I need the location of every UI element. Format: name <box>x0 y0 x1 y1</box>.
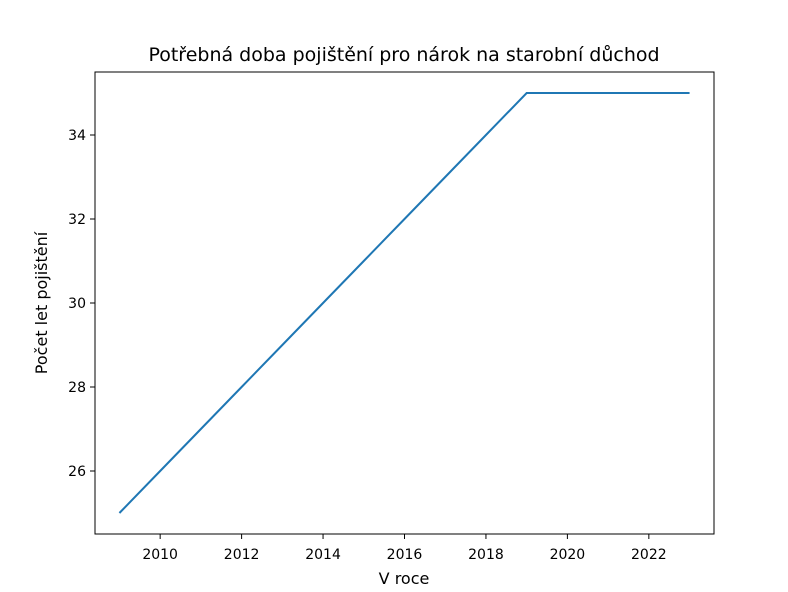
y-tick-label: 28 <box>68 380 86 396</box>
y-tick-label: 32 <box>68 212 86 228</box>
plot-frame <box>94 71 715 535</box>
y-axis-title: Počet let pojištění <box>32 231 51 374</box>
x-tick-label: 2016 <box>387 547 423 563</box>
x-tick-label: 2020 <box>550 547 586 563</box>
x-axis: 2010 2012 2014 2016 2018 2020 2022 <box>142 534 667 563</box>
y-tick-label: 34 <box>68 128 86 144</box>
plot-area <box>94 71 715 535</box>
x-tick-label: 2012 <box>224 547 260 563</box>
y-axis: 26 28 30 32 34 <box>68 128 95 480</box>
x-axis-title: V roce <box>379 569 430 588</box>
chart-title: Potřebná doba pojištění pro nárok na sta… <box>148 44 659 66</box>
y-tick-label: 30 <box>68 296 86 312</box>
series-line <box>118 92 690 514</box>
x-tick-label: 2018 <box>468 547 504 563</box>
x-tick-label: 2014 <box>305 547 341 563</box>
y-tick-label: 26 <box>68 464 86 480</box>
x-tick-label: 2010 <box>142 547 178 563</box>
x-tick-label: 2022 <box>631 547 667 563</box>
series-layer <box>118 92 690 514</box>
